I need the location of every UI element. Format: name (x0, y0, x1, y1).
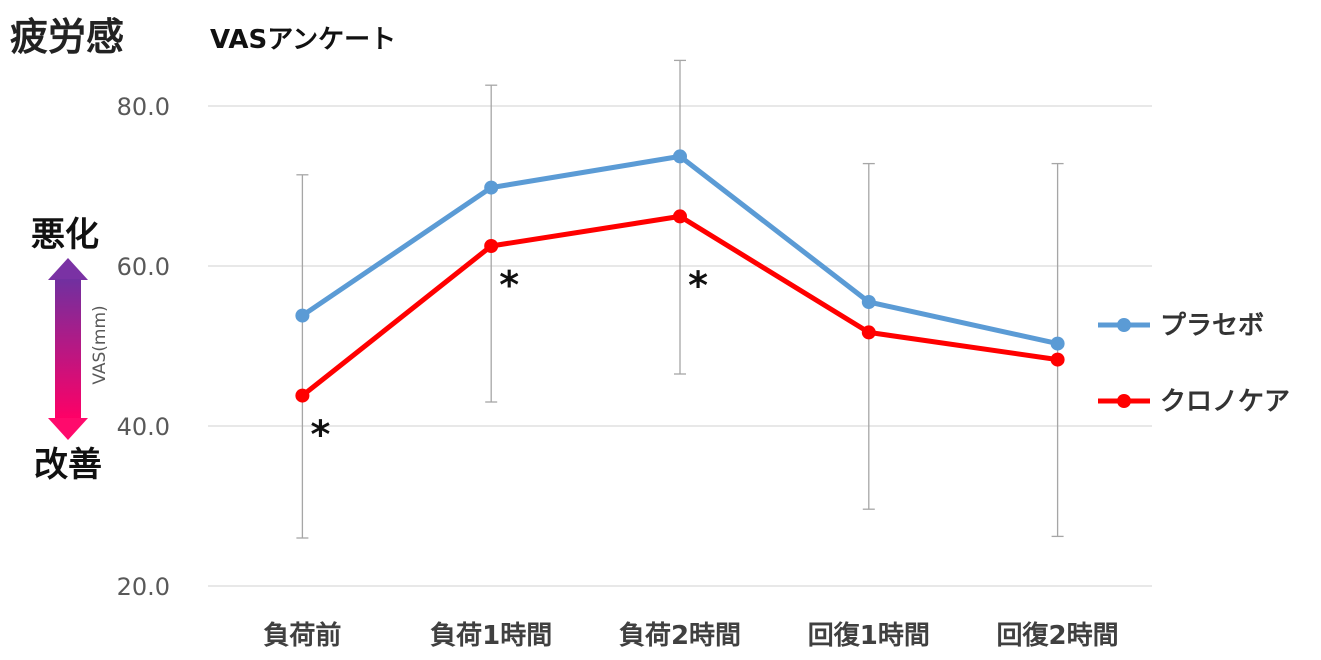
legend: プラセボ クロノケア (1098, 311, 1290, 417)
chart-subtitle: VASアンケート (210, 25, 396, 55)
legend-marker-placebo (1117, 318, 1131, 332)
significance-mark: * (310, 413, 330, 457)
x-category-label: 負荷2時間 (619, 621, 741, 651)
x-category-label: 負荷前 (263, 620, 341, 651)
data-point-1 (861, 325, 876, 340)
error-bars (296, 59, 1064, 539)
y-tick-label: 40.0 (117, 413, 170, 441)
legend-marker-chronocare (1117, 394, 1131, 408)
data-point-1 (484, 239, 499, 253)
data-point-0 (484, 180, 499, 195)
y-tick-labels: 20.0 40.0 60.0 80.0 (117, 93, 170, 601)
significance-mark: * (688, 263, 708, 307)
data-point-1 (673, 209, 687, 224)
y-axis-title: VAS(mm) (90, 305, 110, 384)
legend-label-placebo: プラセボ (1160, 311, 1264, 341)
y-tick-label: 60.0 (117, 253, 170, 281)
x-category-label: 回復1時間 (808, 620, 930, 651)
significance-marks: * * * (310, 263, 708, 457)
x-category-label: 回復2時間 (997, 620, 1119, 651)
worse-label: 悪化 (31, 215, 99, 255)
data-points (295, 149, 1065, 403)
legend-label-chronocare: クロノケア (1160, 387, 1290, 417)
y-tick-label: 20.0 (117, 573, 170, 601)
x-category-label: 負荷1時間 (430, 621, 552, 651)
direction-arrow (48, 258, 88, 440)
data-point-0 (673, 149, 687, 164)
data-point-0 (1050, 336, 1065, 351)
chart-title: 疲労感 (10, 15, 124, 59)
data-point-1 (295, 388, 310, 403)
x-category-labels: 負荷前 負荷1時間 負荷2時間 回復1時間 回復2時間 (263, 620, 1118, 651)
data-point-0 (295, 308, 310, 323)
significance-mark: * (499, 263, 519, 307)
data-point-1 (1050, 352, 1065, 367)
better-label: 改善 (34, 445, 102, 485)
data-point-0 (861, 295, 876, 309)
y-tick-label: 80.0 (117, 93, 170, 121)
